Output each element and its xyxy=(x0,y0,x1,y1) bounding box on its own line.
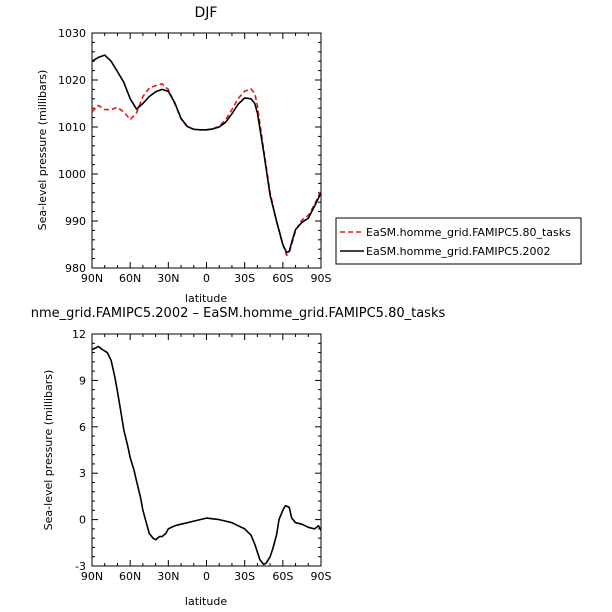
x-tick-label: 60S xyxy=(272,570,293,583)
series-line-2 xyxy=(91,54,322,254)
y-tick-label: 1010 xyxy=(58,121,86,134)
bottom-chart: nme_grid.FAMIPC5.2002 – EaSM.homme_grid.… xyxy=(31,306,446,608)
x-tick-label: 60N xyxy=(119,570,141,583)
y-tick-label: 0 xyxy=(79,514,86,527)
legend: EaSM.homme_grid.FAMIPC5.80_tasks EaSM.ho… xyxy=(335,217,582,265)
top-chart-series xyxy=(91,54,322,257)
x-tick-label: 30N xyxy=(157,272,179,285)
series-line-1 xyxy=(91,345,322,566)
x-tick-label: 60N xyxy=(119,272,141,285)
y-tick-label: 3 xyxy=(79,467,86,480)
legend-label-1: EaSM.homme_grid.FAMIPC5.80_tasks xyxy=(366,226,571,239)
top-chart-axes: 90N 60N 30N 0 30S 60S 90S 980 990 1000 1010 1020 103… xyxy=(58,27,332,285)
plot-frame xyxy=(91,32,322,269)
bottom-chart-ylabel: Sea-level pressure (millibars) xyxy=(42,370,55,531)
x-tick-label: 90S xyxy=(311,570,332,583)
series-line-1 xyxy=(91,83,322,257)
x-tick-label: 90N xyxy=(81,272,103,285)
bottom-chart-title: nme_grid.FAMIPC5.2002 – EaSM.homme_grid.… xyxy=(31,306,446,321)
y-tick-label: 1020 xyxy=(58,74,86,87)
y-tick-label: 12 xyxy=(72,328,86,341)
x-tick-label: 30S xyxy=(234,570,255,583)
legend-label-2: EaSM.homme_grid.FAMIPC5.2002 xyxy=(366,245,550,258)
top-chart: DJF 90N 60N 30N 0 30S 60S 90S 980 990 1000 1010 102… xyxy=(36,5,582,305)
y-tick-label: 6 xyxy=(79,421,86,434)
legend-box xyxy=(335,217,582,265)
bottom-chart-series xyxy=(91,345,322,566)
bottom-chart-xlabel: latitude xyxy=(185,595,227,608)
x-tick-label: 90S xyxy=(311,272,332,285)
x-tick-label: 0 xyxy=(203,570,210,583)
y-tick-label: 980 xyxy=(65,262,86,275)
top-chart-xlabel: latitude xyxy=(185,292,227,305)
x-tick-label: 0 xyxy=(203,272,210,285)
y-tick-label: 9 xyxy=(79,374,86,387)
plot-frame xyxy=(91,333,322,567)
x-tick-label: 30N xyxy=(157,570,179,583)
top-chart-title: DJF xyxy=(195,5,218,21)
y-tick-label: 1030 xyxy=(58,27,86,40)
x-tick-label: 90N xyxy=(81,570,103,583)
top-chart-ylabel: Sea-level pressure (millibars) xyxy=(36,70,49,231)
x-tick-label: 60S xyxy=(272,272,293,285)
bottom-chart-axes: 90N 60N 30N 0 30S 60S 90S -3 0 3 6 9 12 xyxy=(72,328,332,583)
y-tick-label: 1000 xyxy=(58,168,86,181)
y-tick-label: -3 xyxy=(75,560,86,573)
x-tick-label: 30S xyxy=(234,272,255,285)
y-tick-label: 990 xyxy=(65,215,86,228)
